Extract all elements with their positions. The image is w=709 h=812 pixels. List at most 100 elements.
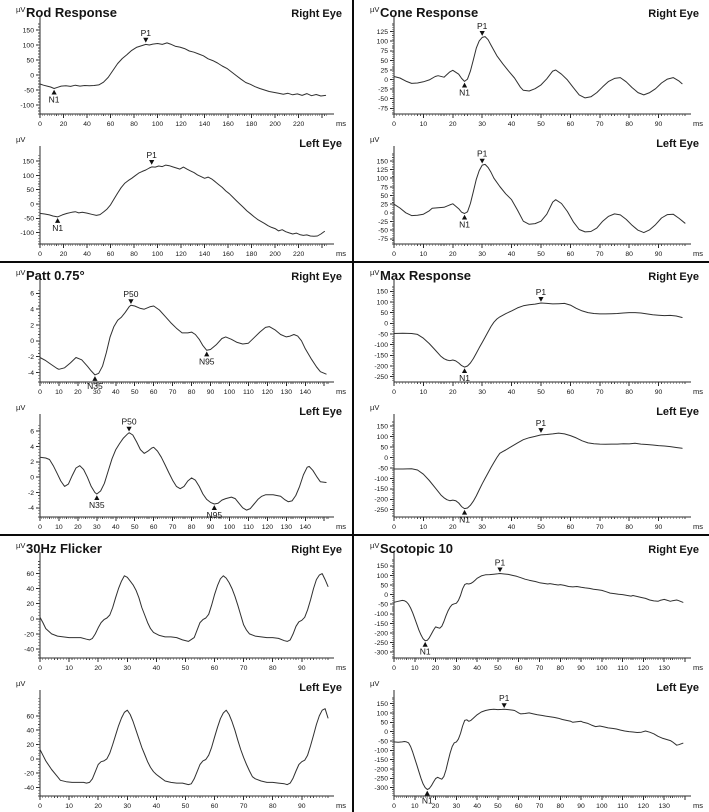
y-tick-label: -25 <box>378 87 388 94</box>
eye-label: Right Eye <box>648 544 699 556</box>
x-tick-label: 0 <box>38 121 42 128</box>
y-tick-label: -150 <box>374 353 388 360</box>
y-tick-label: -150 <box>374 621 388 628</box>
y-tick-label: 0 <box>30 338 34 345</box>
x-tick-label: 70 <box>596 524 604 531</box>
marker-label: P1 <box>536 287 547 297</box>
x-tick-label: 30 <box>123 665 131 672</box>
y-tick-label: 0 <box>384 455 388 462</box>
y-unit-label: µV <box>370 541 379 550</box>
y-tick-label: -100 <box>20 230 34 237</box>
x-tick-label: 80 <box>625 389 633 396</box>
y-tick-label: 0 <box>384 321 388 328</box>
peak-arrow-icon <box>149 160 155 165</box>
x-tick-label: 90 <box>298 803 306 810</box>
x-tick-label: 100 <box>596 665 608 672</box>
peak-arrow-icon <box>497 567 503 573</box>
y-tick-label: -40 <box>24 646 34 653</box>
x-tick-label: 60 <box>107 251 115 258</box>
panel-cone-response: 125 100 75 50 25 0 -25 -50 -75 0 10 20 30 40 50 60 70 80 9… <box>354 0 709 261</box>
eye-label: Right Eye <box>291 271 342 283</box>
x-unit-label: ms <box>336 522 346 531</box>
x-tick-label: 100 <box>596 803 608 810</box>
x-tick-label: 80 <box>625 121 633 128</box>
panel-title: Scotopic 10 <box>380 541 453 556</box>
x-tick-label: 90 <box>577 803 585 810</box>
eye-label: Left Eye <box>656 138 699 150</box>
y-tick-label: 150 <box>377 424 389 431</box>
x-tick-label: 120 <box>262 524 274 531</box>
x-tick-label: 40 <box>153 803 161 810</box>
waveform-trace <box>39 164 325 237</box>
y-tick-label: 60 <box>26 713 34 720</box>
x-tick-label: 80 <box>188 389 196 396</box>
x-tick-label: 10 <box>420 524 428 531</box>
x-tick-label: 40 <box>508 524 516 531</box>
x-tick-label: 30 <box>478 251 486 258</box>
x-tick-label: 100 <box>224 524 236 531</box>
x-tick-label: 20 <box>449 524 457 531</box>
peak-arrow-icon <box>126 426 132 432</box>
peak-arrow-icon <box>128 299 134 305</box>
y-tick-label: 20 <box>26 601 34 608</box>
x-tick-label: 140 <box>199 121 211 128</box>
y-tick-label: 50 <box>26 57 34 64</box>
y-tick-label: 150 <box>377 563 389 570</box>
x-tick-label: 30 <box>453 803 461 810</box>
y-tick-label: -50 <box>378 228 388 235</box>
x-tick-label: 20 <box>449 251 457 258</box>
x-tick-label: 40 <box>508 121 516 128</box>
y-tick-label: 0 <box>30 756 34 763</box>
x-tick-label: 20 <box>60 121 68 128</box>
x-tick-label: 0 <box>392 665 396 672</box>
y-tick-label: -250 <box>374 374 388 381</box>
x-unit-label: ms <box>336 249 346 258</box>
marker-label: N1 <box>420 647 431 657</box>
marker-label: N1 <box>459 87 470 97</box>
x-tick-label: 200 <box>269 121 281 128</box>
x-tick-label: 60 <box>567 251 575 258</box>
marker-label: N1 <box>49 95 60 105</box>
x-tick-label: 50 <box>537 389 545 396</box>
x-tick-label: 10 <box>420 389 428 396</box>
x-tick-label: 140 <box>300 389 312 396</box>
eye-label: Left Eye <box>656 406 699 418</box>
x-tick-label: 0 <box>38 665 42 672</box>
x-tick-label: 120 <box>262 389 274 396</box>
y-tick-label: 0 <box>384 729 388 736</box>
x-tick-label: 0 <box>392 389 396 396</box>
y-tick-label: 100 <box>377 39 389 46</box>
x-tick-label: 20 <box>432 665 440 672</box>
y-tick-label: -200 <box>374 766 388 773</box>
y-tick-label: 0 <box>30 616 34 623</box>
marker-label: P1 <box>536 418 547 428</box>
y-tick-label: -200 <box>374 630 388 637</box>
x-tick-label: 20 <box>94 803 102 810</box>
trough-arrow-icon <box>55 218 61 223</box>
y-unit-label: µV <box>370 403 379 412</box>
panel-patt-075: 6 4 2 0 -2 -4 0 10 20 30 40 50 60 70 80 90 100 110 120 130 1… <box>0 263 352 534</box>
y-tick-label: -50 <box>24 216 34 223</box>
subplot-right-eye: 150 100 50 0 -50 -100 -150 -200 -250 0 10 20 30 40 50 6… <box>370 268 703 396</box>
eye-label: Left Eye <box>299 138 342 150</box>
y-tick-label: 4 <box>30 307 34 314</box>
y-unit-label: µV <box>16 5 25 14</box>
trough-arrow-icon <box>461 82 468 88</box>
x-tick-label: 90 <box>655 389 663 396</box>
x-tick-label: 50 <box>537 121 545 128</box>
y-tick-label: -50 <box>378 331 388 338</box>
x-tick-label: 110 <box>243 524 254 531</box>
peak-arrow-icon <box>143 37 149 43</box>
panel-title: Cone Response <box>380 5 478 20</box>
marker-label: P50 <box>123 289 138 299</box>
x-tick-label: 200 <box>269 251 281 258</box>
y-tick-label: 100 <box>377 710 389 717</box>
y-tick-label: 0 <box>30 201 34 208</box>
y-tick-label: -20 <box>24 631 34 638</box>
marker-label: P50 <box>121 417 136 427</box>
y-tick-label: -50 <box>378 96 388 103</box>
marker-label: N35 <box>89 500 105 510</box>
y-tick-label: 75 <box>380 48 388 55</box>
panel-title: Max Response <box>380 268 471 283</box>
